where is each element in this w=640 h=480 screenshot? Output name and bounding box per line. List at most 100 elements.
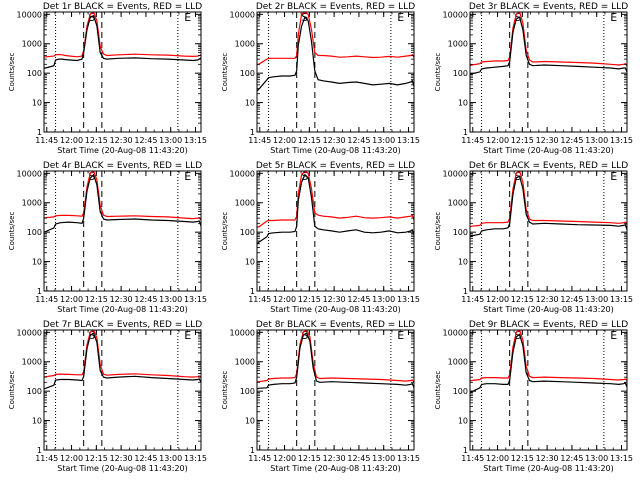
panel-title: Det 8r BLACK = Events, RED = LLD [256,320,415,330]
end-marker-label: E [610,170,617,183]
y-tick-label: 10 [32,99,42,108]
y-tick-label: 1 [250,446,255,455]
x-tick-label: 12:30 [536,295,559,304]
y-tick-label: 1 [250,128,255,137]
plot-frame [256,11,415,133]
x-axis-label: Start Time (20-Aug-08 11:43:20) [483,464,614,473]
x-tick-label: 12:45 [134,295,157,304]
end-marker-label: E [397,170,404,183]
y-axis-label: Counts/sec [434,212,442,251]
y-tick-label: 1 [463,287,468,296]
x-tick-label: 12:45 [347,454,370,463]
x-tick-label: 12:15 [298,136,321,145]
series-group [470,171,627,238]
y-tick-label: 10 [245,258,255,267]
x-tick-label: 11:45 [35,136,58,145]
panel-title: Det 1r BLACK = Events, RED = LLD [43,2,202,12]
x-tick-label: 13:15 [610,295,633,304]
end-marker-label: E [184,11,191,24]
x-tick-label: 12:15 [298,454,321,463]
x-axis-label: Start Time (20-Aug-08 11:43:20) [483,305,614,314]
x-tick-label: 13:00 [372,136,395,145]
x-tick-label: 12:00 [486,295,509,304]
events-series-line [470,333,627,394]
lld-series-line [44,12,201,58]
events-series-line [257,332,414,390]
end-marker-label: E [184,170,191,183]
series-group [470,330,627,394]
y-tick-label: 100 [453,69,468,78]
x-axis-label: Start Time (20-Aug-08 11:43:20) [483,146,614,155]
y-axis-label: Counts/sec [221,371,229,410]
plot-frame [43,11,202,133]
series-group [44,12,201,69]
x-tick-label: 11:45 [248,295,271,304]
lld-series-line [257,171,414,228]
panel-title: Det 3r BLACK = Events, RED = LLD [469,2,628,12]
events-series-line [470,16,627,76]
y-tick-label: 1 [463,128,468,137]
y-tick-label: 10 [32,417,42,426]
plot-frame [256,170,415,292]
x-tick-label: 12:30 [110,136,133,145]
end-marker-label: E [397,329,404,342]
lld-series-line [470,171,627,228]
x-tick-label: 13:00 [159,295,182,304]
y-tick-label: 10 [458,417,468,426]
x-tick-label: 12:45 [347,136,370,145]
y-axis-label: Counts/sec [8,53,16,92]
start-marker-label: S [301,170,308,183]
y-tick-label: 10 [458,99,468,108]
x-tick-label: 12:00 [60,136,83,145]
y-tick-label: 100 [27,387,42,396]
y-tick-label: 1000 [448,358,468,367]
x-tick-label: 13:00 [585,136,608,145]
x-tick-label: 13:15 [610,454,633,463]
y-tick-label: 10000 [443,169,468,178]
x-tick-label: 12:30 [110,295,133,304]
y-axis-label: Counts/sec [221,212,229,251]
plot-frame [469,170,628,292]
y-tick-label: 1000 [22,358,42,367]
x-tick-label: 12:30 [323,136,346,145]
y-tick-label: 1000 [235,199,255,208]
y-tick-label: 10000 [17,328,42,337]
y-tick-label: 100 [453,228,468,237]
x-tick-label: 11:45 [248,454,271,463]
x-tick-label: 13:15 [184,136,207,145]
plot-frame [43,329,202,451]
y-tick-label: 100 [240,69,255,78]
x-tick-label: 12:15 [511,136,534,145]
y-tick-label: 10000 [17,10,42,19]
panel-title: Det 2r BLACK = Events, RED = LLD [256,2,415,12]
x-tick-label: 13:15 [184,454,207,463]
lld-series-line [44,330,201,378]
x-tick-label: 12:15 [85,454,108,463]
x-tick-label: 12:15 [298,295,321,304]
y-tick-label: 1000 [448,40,468,49]
x-tick-label: 12:15 [85,295,108,304]
x-tick-label: 11:45 [248,136,271,145]
x-tick-label: 12:30 [536,136,559,145]
x-axis-label: Start Time (20-Aug-08 11:43:20) [270,305,401,314]
x-tick-label: 12:45 [560,454,583,463]
y-tick-label: 100 [240,228,255,237]
x-axis-label: Start Time (20-Aug-08 11:43:20) [270,464,401,473]
lld-series-line [44,171,201,221]
panel-title: Det 7r BLACK = Events, RED = LLD [43,320,202,330]
plot-frame [469,11,628,133]
y-tick-label: 1000 [22,199,42,208]
x-axis-label: Start Time (20-Aug-08 11:43:20) [57,464,188,473]
x-tick-label: 12:00 [273,136,296,145]
y-tick-label: 1 [250,287,255,296]
y-tick-label: 10 [458,258,468,267]
x-tick-label: 12:15 [85,136,108,145]
y-tick-label: 1000 [448,199,468,208]
y-tick-label: 100 [27,69,42,78]
y-tick-label: 10000 [443,328,468,337]
events-series-line [470,175,627,238]
